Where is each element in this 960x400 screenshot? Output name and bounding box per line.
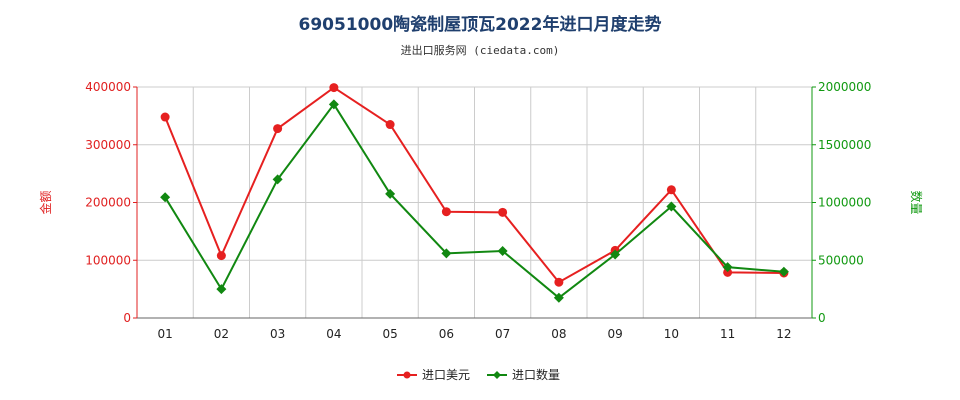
x-tick-label: 11: [720, 327, 735, 341]
data-point-circle[interactable]: [666, 185, 676, 195]
data-point-diamond[interactable]: [160, 192, 171, 203]
data-point-diamond[interactable]: [441, 248, 452, 259]
legend-label[interactable]: 进口美元: [422, 368, 470, 382]
y-axis-right-title: 数量: [909, 190, 924, 214]
chart-subtitle: 进出口服务网 (ciedata.com): [400, 44, 560, 57]
legend-label[interactable]: 进口数量: [512, 367, 560, 382]
axes: [133, 86, 816, 319]
data-point-circle[interactable]: [329, 83, 339, 93]
x-tick-label: 02: [214, 327, 229, 341]
data-point-diamond[interactable]: [778, 266, 789, 277]
data-point-circle[interactable]: [441, 207, 451, 217]
data-point-circle[interactable]: [385, 120, 395, 130]
x-tick-label: 06: [439, 327, 454, 341]
y-right-tick-label: 1500000: [818, 138, 871, 152]
y-left-tick-label: 0: [123, 311, 131, 325]
x-tick-label: 12: [776, 327, 791, 341]
x-tick-label: 04: [326, 327, 341, 341]
x-tick-label: 01: [157, 327, 172, 341]
x-tick-label: 08: [551, 327, 566, 341]
data-point-circle[interactable]: [160, 112, 170, 122]
data-point-diamond[interactable]: [272, 174, 283, 185]
series-line-1: [164, 86, 784, 284]
x-tick-label: 09: [607, 327, 622, 341]
y-right-tick-label: 500000: [818, 253, 864, 267]
y-left-tick-label: 100000: [85, 253, 131, 267]
data-point-circle[interactable]: [554, 277, 564, 287]
series-group: [160, 83, 789, 303]
data-point-diamond[interactable]: [610, 249, 621, 260]
data-point-diamond[interactable]: [497, 246, 508, 257]
y-left-tick-label: 300000: [85, 138, 131, 152]
grid-lines: [136, 86, 813, 319]
data-point-circle[interactable]: [498, 207, 508, 217]
series-line-2: [164, 102, 784, 300]
data-point-circle[interactable]: [273, 124, 283, 134]
x-tick-label: 07: [495, 327, 510, 341]
y-axis-left-title: 金额: [38, 190, 53, 214]
data-point-circle[interactable]: [216, 251, 226, 261]
legend[interactable]: 进口美元 进口数量: [397, 367, 560, 382]
y-right-tick-label: 2000000: [818, 80, 871, 94]
x-tick-label: 05: [382, 327, 397, 341]
y-left-tick-label: 400000: [85, 80, 131, 94]
x-tick-label: 03: [270, 327, 285, 341]
legend-marker-circle: [403, 371, 411, 379]
data-point-diamond[interactable]: [553, 292, 564, 303]
data-point-diamond[interactable]: [722, 262, 733, 273]
y-right-tick-label: 0: [818, 311, 826, 325]
x-tick-label: 10: [664, 327, 679, 341]
tick-labels: 0 100000 200000 300000 400000 0 500000 1000000 1…: [85, 80, 871, 341]
y-right-tick-label: 1000000: [818, 196, 871, 210]
data-point-diamond[interactable]: [328, 99, 339, 110]
y-left-tick-label: 200000: [85, 196, 131, 210]
data-point-diamond[interactable]: [216, 284, 227, 295]
data-point-circle[interactable]: [723, 267, 733, 277]
data-point-diamond[interactable]: [385, 188, 396, 199]
data-point-diamond[interactable]: [666, 201, 677, 212]
chart-title: 69051000陶瓷制屋顶瓦2022年进口月度走势: [298, 15, 662, 35]
legend-marker-diamond: [493, 371, 501, 379]
